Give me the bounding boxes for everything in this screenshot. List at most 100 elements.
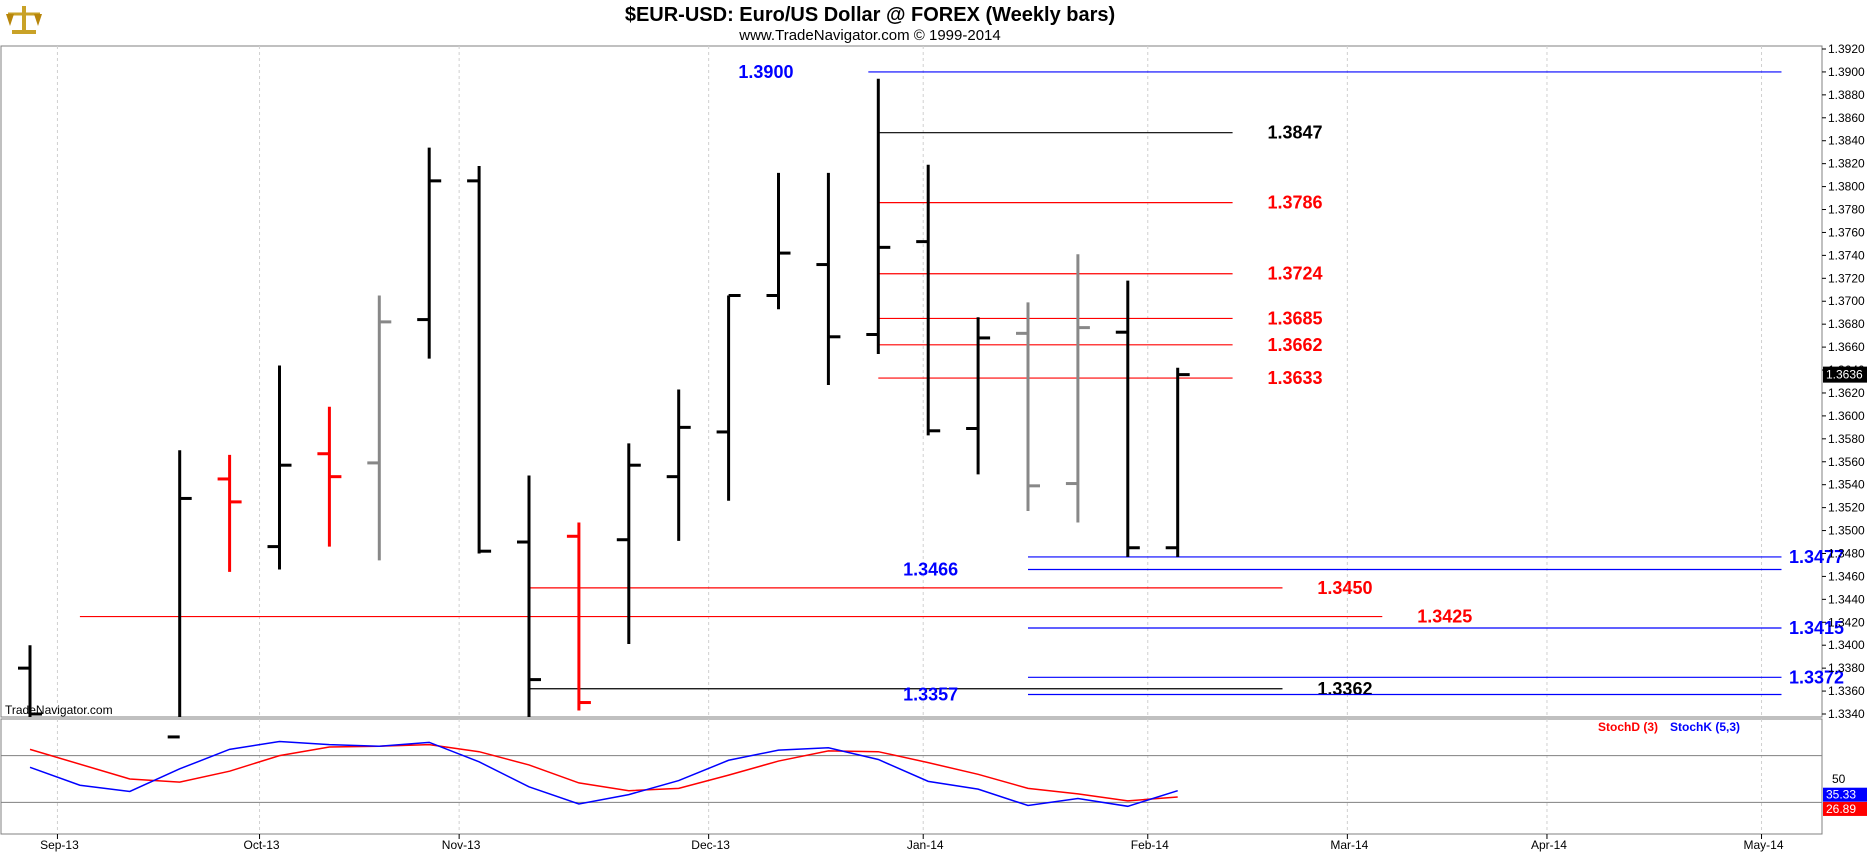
y-tick-label: 1.3480 (1828, 546, 1865, 560)
stochd-value-label: 26.89 (1826, 802, 1856, 816)
ohlc-bar (666, 389, 691, 541)
ohlc-bar (1016, 302, 1040, 512)
app-logo (6, 6, 42, 34)
y-tick-label: 1.3820 (1828, 157, 1865, 171)
stochastic-legend: StochD (3) StochK (5,3) (1598, 720, 1740, 734)
y-tick-label: 1.3400 (1828, 638, 1865, 652)
level-lines: 1.3900 1.3847 1.3786 1.3724 1.3685 1.3662 1.36… (79, 62, 1844, 705)
level-label: 1.3372 (1789, 667, 1844, 687)
price-panel (0, 45, 1823, 718)
x-axis: Sep-13 Oct-13 Nov-13 Dec-13 Jan-14 Feb-14 Mar-… (40, 834, 1784, 852)
y-tick-label: 1.3460 (1828, 569, 1865, 583)
ohlc-bar (367, 295, 392, 561)
x-tick-label: Jan-14 (907, 838, 944, 852)
level-label: 1.3847 (1268, 123, 1323, 143)
ohlc-bar (317, 406, 342, 547)
level-label: 1.3662 (1268, 335, 1323, 355)
stochastic-panel (0, 718, 1823, 835)
y-tick-label: 1.3580 (1828, 432, 1865, 446)
legend-stochd: StochD (3) (1598, 720, 1658, 734)
legend-stochk: StochK (5,3) (1670, 720, 1740, 734)
x-tick-label: Dec-13 (691, 838, 730, 852)
x-tick-label: Mar-14 (1330, 838, 1368, 852)
y-tick-label: 1.3780 (1828, 203, 1865, 217)
stochastic-lines (29, 740, 1178, 808)
ohlc-bar (716, 294, 741, 501)
y-tick-label: 1.3740 (1828, 248, 1865, 262)
y-tick-label: 1.3880 (1828, 88, 1865, 102)
y-tick-label: 1.3700 (1828, 294, 1865, 308)
stochk-value-box (1823, 787, 1867, 802)
y-tick-label: 1.3720 (1828, 271, 1865, 285)
y-tick-label: 1.3840 (1828, 134, 1865, 148)
x-tick-label: Feb-14 (1131, 838, 1169, 852)
y-tick-label: 1.3520 (1828, 501, 1865, 515)
y-axis: 1.3340 1.3360 1.3380 1.3400 1.3420 1.3440 1.34… (1822, 42, 1867, 816)
x-tick-label: Sep-13 (40, 838, 79, 852)
ohlc-bar (1065, 254, 1090, 523)
y-tick-label: 1.3540 (1828, 478, 1865, 492)
ohlc-bar (467, 165, 492, 554)
y-tick-label: 1.3420 (1828, 615, 1865, 629)
last-price-label: 1.3636 (1826, 368, 1863, 382)
x-tick-label: Oct-13 (244, 838, 280, 852)
y-tick-label: 1.3560 (1828, 455, 1865, 469)
chart-title: $EUR-USD: Euro/US Dollar @ FOREX (Weekly… (625, 4, 1115, 26)
grid (1, 46, 1822, 834)
y-tick-label: 1.3860 (1828, 111, 1865, 125)
watermark: TradeNavigator.com (5, 703, 113, 717)
y-tick-label: 1.3500 (1828, 524, 1865, 538)
x-tick-label: May-14 (1744, 838, 1784, 852)
y-tick-label: 1.3380 (1828, 661, 1865, 675)
ohlc-bar (866, 78, 891, 354)
level-label: 1.3357 (903, 685, 958, 705)
last-price-box (1823, 366, 1867, 383)
level-label: 1.3466 (903, 560, 958, 580)
y-tick-label: 1.3920 (1828, 42, 1865, 56)
y-tick-label: 1.3800 (1828, 180, 1865, 194)
ohlc-bar (167, 450, 192, 739)
level-label: 1.3900 (738, 62, 793, 82)
level-label: 1.3362 (1317, 679, 1372, 699)
level-label: 1.3786 (1268, 193, 1323, 213)
y-tick-label: 1.3680 (1828, 317, 1865, 331)
y-tick-label: 1.3440 (1828, 592, 1865, 606)
y-tick-label: 1.3660 (1828, 340, 1865, 354)
stochk-line (29, 740, 1178, 808)
stochk-value-label: 35.33 (1826, 788, 1856, 802)
y-tick-label: 1.3900 (1828, 65, 1865, 79)
level-label: 1.3450 (1317, 578, 1372, 598)
chart-subtitle: www.TradeNavigator.com © 1999-2014 (738, 27, 1000, 44)
level-label: 1.3415 (1789, 618, 1844, 638)
x-tick-label: Nov-13 (442, 838, 481, 852)
level-label: 1.3633 (1268, 368, 1323, 388)
x-tick-label: Apr-14 (1531, 838, 1567, 852)
ohlc-bar (1115, 280, 1140, 557)
ohlc-bar (18, 645, 42, 717)
stochd-line (29, 743, 1178, 802)
ohlc-bar (616, 443, 641, 645)
y-tick-label: 1.3760 (1828, 225, 1865, 239)
y-tick-label: 1.3600 (1828, 409, 1865, 423)
y-tick-label: 1.3620 (1828, 386, 1865, 400)
ohlc-bar (217, 454, 242, 572)
stoch-tick-label: 50 (1832, 772, 1846, 786)
ohlc-bar (816, 172, 841, 385)
stochd-value-box (1823, 801, 1867, 816)
level-label: 1.3425 (1417, 607, 1472, 627)
ohlc-bar (517, 475, 541, 717)
y-tick-label: 1.3360 (1828, 684, 1865, 698)
ohlc-bar (267, 365, 292, 570)
ohlc-bar (417, 147, 442, 359)
ohlc-bar (1165, 367, 1190, 557)
ohlc-bar (966, 317, 991, 475)
ohlc-bar (766, 172, 791, 310)
level-label: 1.3724 (1268, 264, 1323, 284)
ohlc-bar (916, 164, 941, 436)
ohlc-bar (566, 522, 591, 711)
level-label: 1.3477 (1789, 547, 1844, 567)
y-tick-label: 1.3340 (1828, 707, 1865, 721)
level-label: 1.3685 (1268, 308, 1323, 328)
ohlc-bars (18, 78, 1190, 739)
